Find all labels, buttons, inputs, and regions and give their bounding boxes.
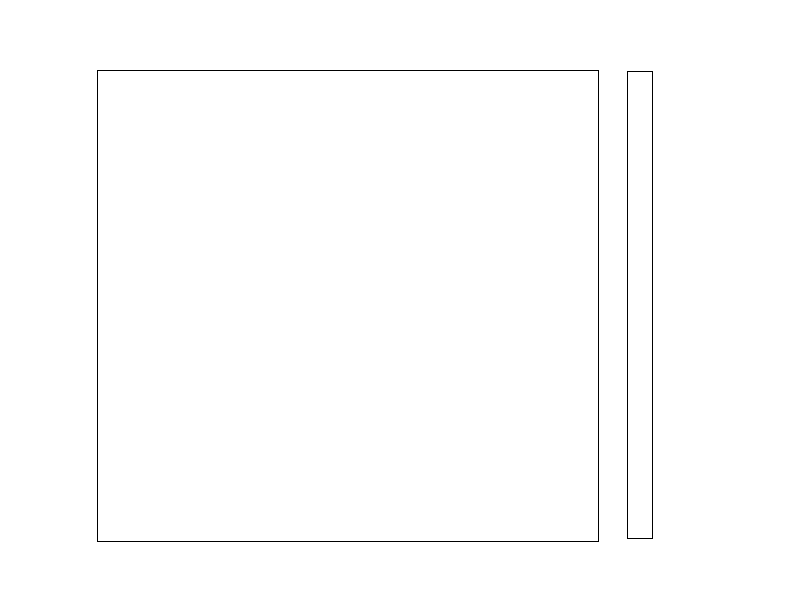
histogram-canvas [98, 71, 598, 541]
plot-area [97, 70, 599, 542]
colorbar [627, 71, 653, 539]
colorbar-canvas [628, 72, 652, 538]
